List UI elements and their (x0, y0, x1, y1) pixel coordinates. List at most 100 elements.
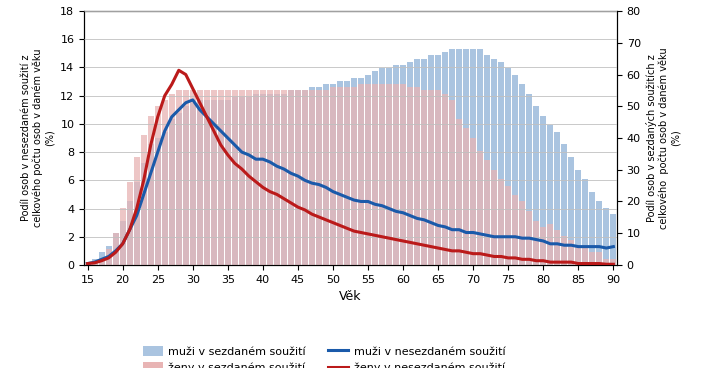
Bar (435, 56, 441, 265)
Bar (533, 106, 539, 265)
Bar (190, 103, 196, 265)
Bar (232, 97, 238, 265)
Bar (379, 68, 385, 265)
Bar (316, 87, 322, 265)
Bar (260, 91, 266, 265)
Bar (253, 91, 259, 265)
Bar (176, 113, 182, 265)
Bar (274, 93, 280, 265)
Bar (309, 87, 315, 265)
Bar (204, 100, 210, 265)
Bar (218, 91, 224, 265)
Bar (519, 84, 525, 265)
Bar (225, 91, 231, 265)
Bar (372, 84, 378, 265)
Bar (267, 91, 273, 265)
Bar (491, 59, 497, 265)
Bar (113, 233, 118, 265)
Bar (260, 93, 266, 265)
Bar (358, 78, 364, 265)
Bar (148, 144, 154, 265)
Y-axis label: Podíl osob v sezdaných soužitích z
celkového  počtu osob v daném věku
(%): Podíl osob v sezdaných soužitích z celko… (646, 47, 681, 229)
Bar (576, 170, 581, 265)
Bar (604, 259, 609, 265)
Bar (190, 91, 196, 265)
Bar (540, 227, 546, 265)
Bar (176, 91, 182, 265)
Bar (218, 100, 224, 265)
Bar (295, 91, 301, 265)
Bar (456, 119, 462, 265)
Y-axis label: Podíl osob v nesezdaném soužití z
celkového počtu osob v daném věku
(%): Podíl osob v nesezdaném soužití z celkov… (21, 49, 55, 227)
Bar (302, 91, 308, 265)
Bar (393, 65, 399, 265)
Bar (92, 262, 97, 265)
Bar (120, 208, 125, 265)
Bar (169, 119, 175, 265)
Bar (288, 91, 294, 265)
Bar (141, 135, 147, 265)
Bar (505, 185, 511, 265)
Bar (540, 116, 546, 265)
Bar (351, 78, 357, 265)
Bar (414, 59, 420, 265)
Bar (134, 183, 139, 265)
Bar (309, 91, 315, 265)
Bar (449, 49, 455, 265)
Bar (533, 220, 539, 265)
Bar (148, 116, 154, 265)
Bar (597, 202, 602, 265)
Bar (428, 91, 434, 265)
Bar (134, 157, 139, 265)
Bar (470, 49, 476, 265)
Bar (393, 84, 399, 265)
Bar (569, 157, 574, 265)
Bar (197, 91, 203, 265)
Bar (604, 208, 609, 265)
Bar (106, 249, 111, 265)
Bar (512, 195, 518, 265)
Bar (597, 252, 602, 265)
Bar (288, 91, 294, 265)
Bar (106, 246, 111, 265)
Bar (386, 84, 392, 265)
Bar (407, 87, 413, 265)
Bar (99, 259, 104, 265)
Bar (351, 87, 357, 265)
Bar (569, 240, 574, 265)
Bar (484, 160, 490, 265)
Bar (583, 179, 588, 265)
Legend: muži v sezdaném soužití, ženy v sezdaném soužití, muži v nesezdaném soužití, žen: muži v sezdaném soužití, ženy v sezdaném… (138, 342, 510, 368)
Bar (428, 56, 434, 265)
Bar (267, 93, 273, 265)
Bar (554, 230, 560, 265)
Bar (239, 91, 245, 265)
Bar (225, 100, 231, 265)
Bar (379, 84, 385, 265)
Bar (246, 91, 252, 265)
Bar (204, 91, 210, 265)
Bar (337, 87, 343, 265)
Bar (590, 252, 595, 265)
Bar (498, 179, 504, 265)
Bar (463, 128, 469, 265)
Bar (442, 93, 448, 265)
Bar (526, 211, 532, 265)
X-axis label: Věk: Věk (339, 290, 362, 303)
Bar (421, 59, 427, 265)
Bar (99, 252, 104, 265)
Bar (576, 246, 581, 265)
Bar (554, 132, 560, 265)
Bar (323, 91, 329, 265)
Bar (344, 87, 350, 265)
Bar (407, 62, 413, 265)
Bar (316, 91, 322, 265)
Bar (127, 202, 132, 265)
Bar (113, 233, 118, 265)
Bar (232, 91, 238, 265)
Bar (197, 100, 203, 265)
Bar (400, 84, 406, 265)
Bar (372, 71, 378, 265)
Bar (155, 138, 161, 265)
Bar (120, 220, 125, 265)
